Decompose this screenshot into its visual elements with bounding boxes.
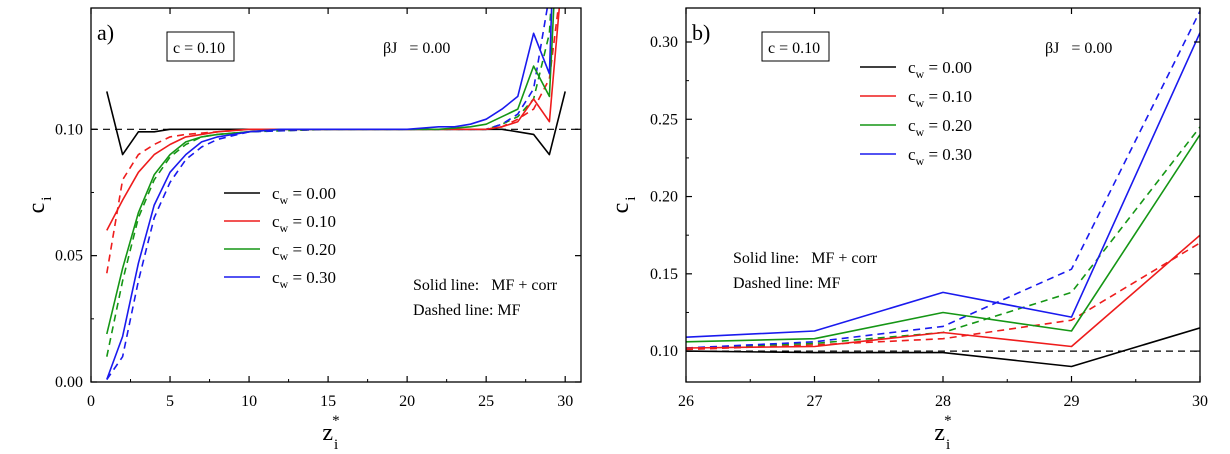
panel-b-series <box>686 10 1200 368</box>
panel-a-box-annotation: c = 0.10 <box>173 40 225 57</box>
panel-b-series-line-solid-3 <box>686 327 1200 368</box>
panel-a-x-tick-label: 30 <box>557 393 573 410</box>
panel-a-plot-frame <box>90 7 582 383</box>
panel-b-box-annotation-frame <box>761 31 830 62</box>
panel-a-x-tick-label: 10 <box>241 393 257 410</box>
panel-a: 0 5 10 15 20 25 30 0.00 0.05 0.10 a) c = 0.10 βJ… <box>24 7 582 453</box>
panel-b-y-tick-label: 0.20 <box>650 189 678 206</box>
panel-b-x-tick-label: 29 <box>1064 393 1080 410</box>
panel-b-bj-annotation: βJ = 0.00 <box>1045 40 1112 57</box>
panel-b-x-tick-label: 26 <box>678 393 694 410</box>
panel-b-series-line-solid-5 <box>686 134 1200 343</box>
panel-a-bj-annotation: βJ = 0.00 <box>383 40 450 57</box>
panel-a-note-dashed: Dashed line: MF <box>413 302 521 319</box>
panel-b-x-tick-label: 27 <box>807 393 823 410</box>
panel-b-y-axis-label: ci <box>608 197 639 214</box>
panel-b-legend-label: cw = 0.10 <box>908 87 972 110</box>
panel-b-series-line-dashed-2 <box>686 10 1200 349</box>
panel-b-y-tick-label: 0.25 <box>650 111 678 128</box>
panel-a-x-tick-label: 25 <box>478 393 494 410</box>
panel-b-label: b) <box>692 20 710 45</box>
panel-a-legend: cw = 0.00 cw = 0.10 cw = 0.20 cw = 0.30 <box>224 184 336 291</box>
panel-a-y-tick-label: 0.00 <box>55 374 83 391</box>
panel-b-legend-label: cw = 0.00 <box>908 58 972 81</box>
panel-b-x-axis-label: zi* <box>934 413 951 453</box>
panel-a-series-line-dashed-2 <box>106 8 549 380</box>
panel-b-series-line-solid-6 <box>686 32 1200 338</box>
panel-b-x-tick-label: 28 <box>935 393 951 410</box>
panel-a-y-tick-label: 0.05 <box>55 248 83 265</box>
panel-b-legend-label: cw = 0.20 <box>908 116 972 139</box>
panel-a-series-line-dashed-1 <box>106 8 552 357</box>
panel-b-note-solid: Solid line: MF + corr <box>733 250 878 267</box>
panel-a-series <box>91 8 581 380</box>
panel-b-y-tick-label: 0.15 <box>650 266 678 283</box>
panel-a-x-tick-label: 0 <box>87 393 95 410</box>
panel-a-y-ticks: 0.00 0.05 0.10 <box>55 121 581 391</box>
panel-a-x-axis-label: zi* <box>322 413 339 453</box>
panel-a-y-tick-label: 0.10 <box>55 121 83 138</box>
panel-b-y-tick-label: 0.30 <box>650 34 678 51</box>
panel-b-legend: cw = 0.00 cw = 0.10 cw = 0.20 cw = 0.30 <box>860 58 972 168</box>
panel-a-note-solid: Solid line: MF + corr <box>413 277 558 294</box>
panel-a-legend-label: cw = 0.20 <box>272 240 336 263</box>
panel-a-box-annotation-frame <box>166 31 235 62</box>
panel-a-series-line-solid-6 <box>106 8 553 380</box>
panel-a-legend-label: cw = 0.30 <box>272 268 336 291</box>
panel-b-y-ticks: 0.10 0.15 0.20 0.25 0.30 <box>650 34 1200 360</box>
panel-b-x-tick-label: 30 <box>1192 393 1208 410</box>
panel-a-x-tick-label: 15 <box>320 393 336 410</box>
panel-a-x-tick-label: 5 <box>166 393 174 410</box>
panel-b-note-dashed: Dashed line: MF <box>733 275 841 292</box>
panel-a-legend-label: cw = 0.00 <box>272 184 336 207</box>
panel-b: 26 27 28 29 30 0.10 0.15 0.20 0.25 0.30 b) c = 0… <box>608 7 1208 453</box>
panel-b-x-ticks: 26 27 28 29 30 <box>678 8 1208 410</box>
panel-a-label: a) <box>97 20 114 45</box>
panel-a-x-ticks: 0 5 10 15 20 25 30 <box>87 8 573 410</box>
panel-a-y-axis-label: ci <box>24 197 55 214</box>
panel-a-x-tick-label: 20 <box>399 393 415 410</box>
panel-b-box-annotation: c = 0.10 <box>768 40 820 57</box>
panel-a-legend-label: cw = 0.10 <box>272 212 336 235</box>
panel-a-series-line-solid-3 <box>106 91 566 156</box>
panel-b-legend-label: cw = 0.30 <box>908 145 972 168</box>
panel-b-plot-frame <box>685 7 1201 383</box>
panel-b-series-line-solid-4 <box>686 234 1200 349</box>
panel-b-y-tick-label: 0.10 <box>650 343 678 360</box>
